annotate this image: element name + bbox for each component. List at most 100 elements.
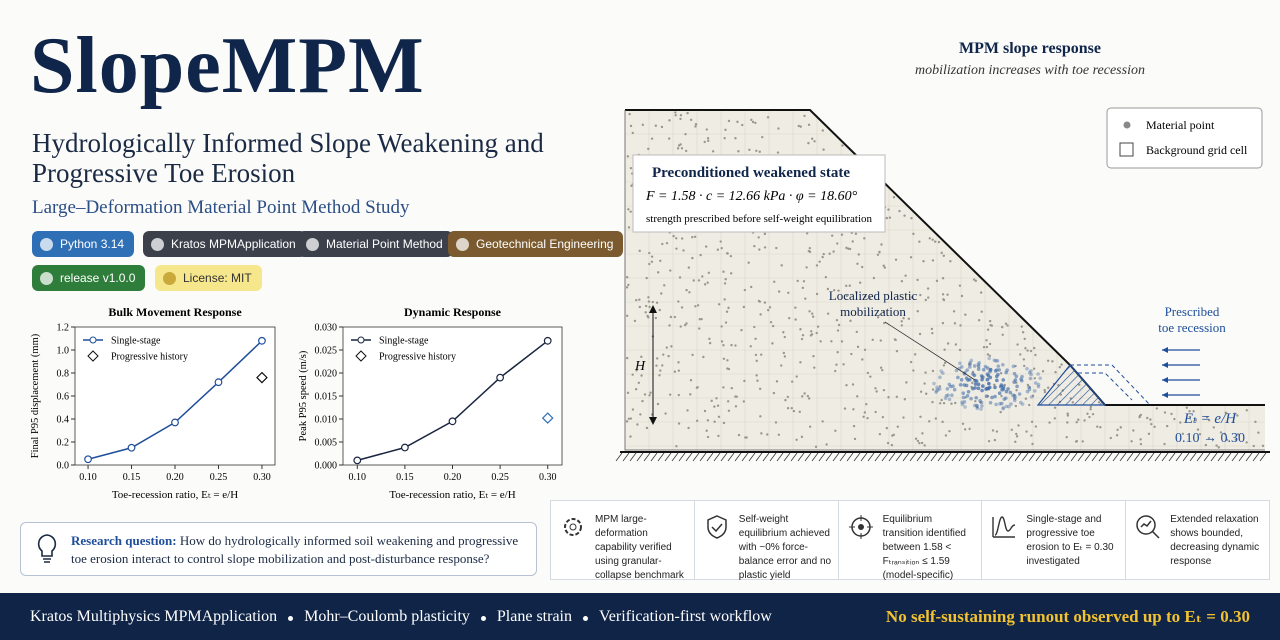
- material-point: [922, 260, 925, 263]
- material-point: [742, 305, 746, 309]
- material-point: [1130, 440, 1133, 443]
- material-point: [809, 330, 813, 333]
- material-point: [1054, 370, 1057, 374]
- ground-hatch: [1119, 452, 1127, 462]
- plastic-point: [1001, 406, 1005, 411]
- footer-items: Kratos Multiphysics MPMApplication Mohr–C…: [30, 608, 772, 626]
- plastic-point: [1033, 381, 1038, 385]
- material-point: [999, 372, 1003, 375]
- x-tick-label: 0.25: [491, 472, 509, 483]
- card-text: Single-stage and progressive toe erosion…: [1026, 514, 1114, 567]
- material-point: [856, 395, 859, 398]
- material-point: [751, 120, 755, 124]
- material-point: [777, 127, 780, 130]
- material-point: [1091, 412, 1095, 416]
- material-point: [861, 358, 864, 361]
- material-point: [950, 402, 953, 405]
- material-point: [648, 394, 651, 397]
- material-point: [826, 287, 830, 291]
- plastic-point: [1001, 385, 1006, 389]
- material-point: [882, 264, 885, 267]
- legend-swatch: [87, 350, 99, 362]
- material-point: [880, 243, 883, 246]
- material-point: [851, 383, 855, 386]
- material-point: [742, 400, 746, 403]
- material-point: [635, 369, 638, 372]
- material-point: [989, 323, 992, 327]
- material-point: [1083, 419, 1086, 422]
- material-point: [763, 301, 767, 304]
- material-point: [924, 298, 928, 302]
- plastic-point: [1000, 401, 1004, 406]
- badge-label: release v1.0.0: [60, 271, 136, 285]
- material-point: [940, 398, 943, 402]
- plastic-point: [947, 397, 952, 402]
- material-point: [840, 340, 844, 343]
- material-point: [1026, 383, 1030, 387]
- material-point: [648, 251, 651, 255]
- plastic-point: [968, 362, 972, 367]
- material-point: [942, 254, 946, 258]
- material-point: [698, 318, 702, 321]
- badge-icon: [40, 237, 53, 251]
- material-point: [703, 283, 707, 286]
- material-point: [700, 317, 703, 321]
- plastic-point: [932, 381, 936, 386]
- plastic-point: [987, 381, 991, 386]
- material-point: [766, 116, 770, 119]
- material-point: [627, 226, 631, 229]
- ground-hatch: [818, 452, 826, 462]
- original-toe: [1078, 372, 1133, 401]
- material-point: [854, 232, 858, 236]
- material-point: [943, 361, 947, 365]
- material-point: [627, 208, 630, 211]
- plastic-point: [1027, 385, 1031, 390]
- material-point: [1207, 419, 1211, 422]
- material-point: [1155, 407, 1159, 410]
- material-point: [866, 371, 870, 375]
- y-tick-label: 0.020: [315, 369, 338, 380]
- x-tick-label: 0.10: [349, 472, 367, 483]
- material-point: [913, 353, 917, 356]
- ground-hatch: [727, 452, 735, 462]
- ground-hatch: [832, 452, 840, 462]
- material-point: [647, 147, 650, 151]
- ground-hatch: [951, 452, 959, 462]
- ground-hatch: [685, 452, 693, 462]
- material-point: [763, 246, 767, 249]
- material-point: [694, 305, 697, 308]
- material-point: [878, 251, 881, 254]
- material-point: [1053, 417, 1056, 420]
- material-point: [1223, 432, 1226, 436]
- material-point: [813, 366, 816, 369]
- material-point: [1254, 420, 1257, 424]
- card-text: MPM large-deformation capability verifie…: [595, 514, 684, 581]
- material-point: [674, 114, 677, 117]
- material-point: [759, 313, 762, 316]
- plastic-point: [934, 389, 939, 393]
- material-point: [857, 253, 860, 256]
- material-point: [1001, 333, 1004, 336]
- material-point: [1150, 422, 1153, 426]
- material-point: [716, 248, 720, 251]
- material-point: [803, 114, 806, 118]
- ground-hatch: [748, 452, 756, 462]
- slope-diagram: MPM slope response mobilization increases…: [615, 40, 1270, 462]
- material-point: [651, 300, 654, 304]
- material-point: [900, 324, 904, 327]
- material-point: [758, 248, 761, 251]
- material-point: [931, 238, 934, 241]
- legend-label: Single-stage: [111, 336, 161, 347]
- ground-hatch: [699, 452, 707, 462]
- material-point: [647, 316, 650, 319]
- ground-hatch: [867, 452, 875, 462]
- x-axis-label: Toe-recession ratio, Eₜ = e/H: [112, 489, 238, 501]
- material-point: [782, 351, 786, 355]
- material-point: [697, 279, 701, 282]
- badge-label: Geotechnical Engineering: [476, 237, 614, 251]
- material-point: [807, 123, 811, 127]
- material-point: [734, 395, 737, 398]
- material-point: [942, 364, 946, 367]
- material-point: [840, 233, 844, 236]
